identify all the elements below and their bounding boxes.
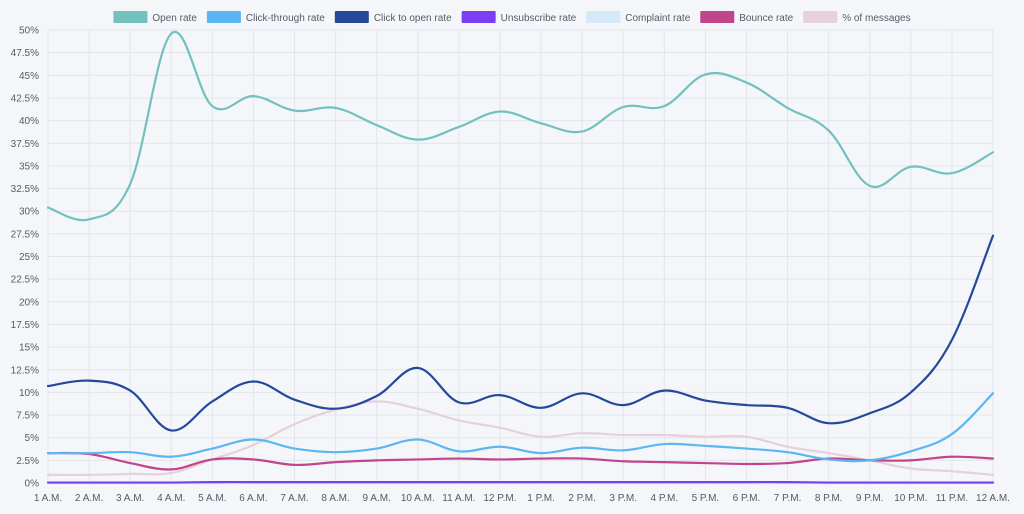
legend-item-complaint-rate[interactable]: Complaint rate — [586, 11, 691, 24]
x-tick-label: 7 P.M. — [774, 493, 802, 504]
y-tick-label: 7.5% — [16, 411, 39, 422]
series-line-bounce-rate[interactable] — [46, 451, 995, 471]
x-tick-label: 1 A.M. — [34, 493, 62, 504]
legend-label: Open rate — [152, 13, 197, 24]
y-tick-label: 40% — [19, 116, 39, 127]
legend-item-of-messages[interactable]: % of messages — [803, 11, 911, 24]
x-tick-label: 9 P.M. — [856, 493, 884, 504]
y-tick-label: 30% — [19, 207, 39, 218]
y-tick-label: 32.5% — [11, 184, 39, 195]
x-tick-label: 5 P.M. — [692, 493, 720, 504]
y-axis: 0% 2.5% 5% 7.5% 10% 12.5% 15% 17.5% 20% 22.5% 25% 2… — [11, 26, 39, 490]
legend-item-open-rate[interactable]: Open rate — [113, 11, 197, 24]
legend-swatch — [586, 11, 621, 23]
legend-swatch — [461, 11, 496, 23]
legend-label: % of messages — [842, 13, 910, 24]
x-tick-label: 10 A.M. — [401, 493, 435, 504]
y-tick-label: 45% — [19, 71, 39, 82]
x-tick-label: 3 P.M. — [609, 493, 637, 504]
legend-item-unsubscribe-rate[interactable]: Unsubscribe rate — [461, 11, 577, 24]
series-line-unsubscribe-rate[interactable] — [46, 480, 995, 484]
y-tick-label: 35% — [19, 161, 39, 172]
legend-item-click-to-open-rate[interactable]: Click to open rate — [334, 11, 452, 24]
y-tick-label: 12.5% — [11, 365, 39, 376]
legend-label: Click to open rate — [374, 13, 452, 24]
y-tick-label: 37.5% — [11, 139, 39, 150]
series-lines — [46, 30, 995, 485]
legend-label: Bounce rate — [739, 13, 793, 24]
x-tick-label: 5 A.M. — [198, 493, 226, 504]
y-tick-label: 50% — [19, 26, 39, 37]
legend-label: Click-through rate — [246, 13, 325, 24]
y-tick-label: 42.5% — [11, 93, 39, 104]
chart-legend: Open rate Click-through rate Click to open… — [113, 11, 911, 24]
legend-swatch — [206, 11, 241, 23]
x-tick-label: 9 A.M. — [363, 493, 391, 504]
x-tick-label: 12 P.M. — [483, 493, 516, 504]
y-tick-label: 15% — [19, 343, 39, 354]
y-tick-label: 25% — [19, 252, 39, 263]
y-tick-label: 2.5% — [16, 456, 39, 467]
legend-label: Unsubscribe rate — [501, 13, 577, 24]
legend-swatch — [700, 11, 735, 23]
x-axis: 1 A.M. 2 A.M. 3 A.M. 4 A.M. 5 A.M. 6 A.M. 7 A.… — [34, 493, 1010, 504]
x-tick-label: 12 A.M. — [976, 493, 1010, 504]
x-tick-label: 8 P.M. — [815, 493, 843, 504]
y-tick-label: 47.5% — [11, 48, 39, 59]
legend-label: Complaint rate — [625, 13, 690, 24]
series-line-click-to-open-rate[interactable] — [46, 234, 995, 432]
legend-swatch — [113, 11, 148, 23]
y-tick-label: 0% — [25, 479, 40, 490]
x-tick-label: 4 P.M. — [650, 493, 678, 504]
y-tick-label: 27.5% — [11, 229, 39, 240]
legend-swatch — [803, 11, 838, 23]
y-tick-label: 5% — [25, 433, 40, 444]
y-tick-label: 17.5% — [11, 320, 39, 331]
series-line-click-through-rate[interactable] — [46, 392, 995, 463]
legend-item-click-through-rate[interactable]: Click-through rate — [206, 11, 325, 24]
series-line-open-rate[interactable] — [46, 30, 995, 222]
x-tick-label: 1 P.M. — [527, 493, 555, 504]
x-tick-label: 2 P.M. — [568, 493, 596, 504]
x-tick-label: 6 P.M. — [733, 493, 761, 504]
x-tick-label: 6 A.M. — [239, 493, 267, 504]
x-tick-label: 11 P.M. — [936, 493, 968, 504]
y-tick-label: 20% — [19, 297, 39, 308]
y-tick-label: 10% — [19, 388, 39, 399]
x-tick-label: 2 A.M. — [75, 493, 103, 504]
y-tick-label: 22.5% — [11, 275, 39, 286]
x-tick-label: 10 P.M. — [894, 493, 927, 504]
x-tick-label: 8 A.M. — [321, 493, 349, 504]
x-tick-label: 3 A.M. — [116, 493, 144, 504]
legend-item-bounce-rate[interactable]: Bounce rate — [700, 11, 794, 24]
x-tick-label: 7 A.M. — [280, 493, 308, 504]
legend-swatch — [334, 11, 369, 23]
chart-grid — [47, 29, 994, 484]
x-tick-label: 4 A.M. — [157, 493, 185, 504]
x-tick-label: 11 A.M. — [442, 493, 475, 504]
